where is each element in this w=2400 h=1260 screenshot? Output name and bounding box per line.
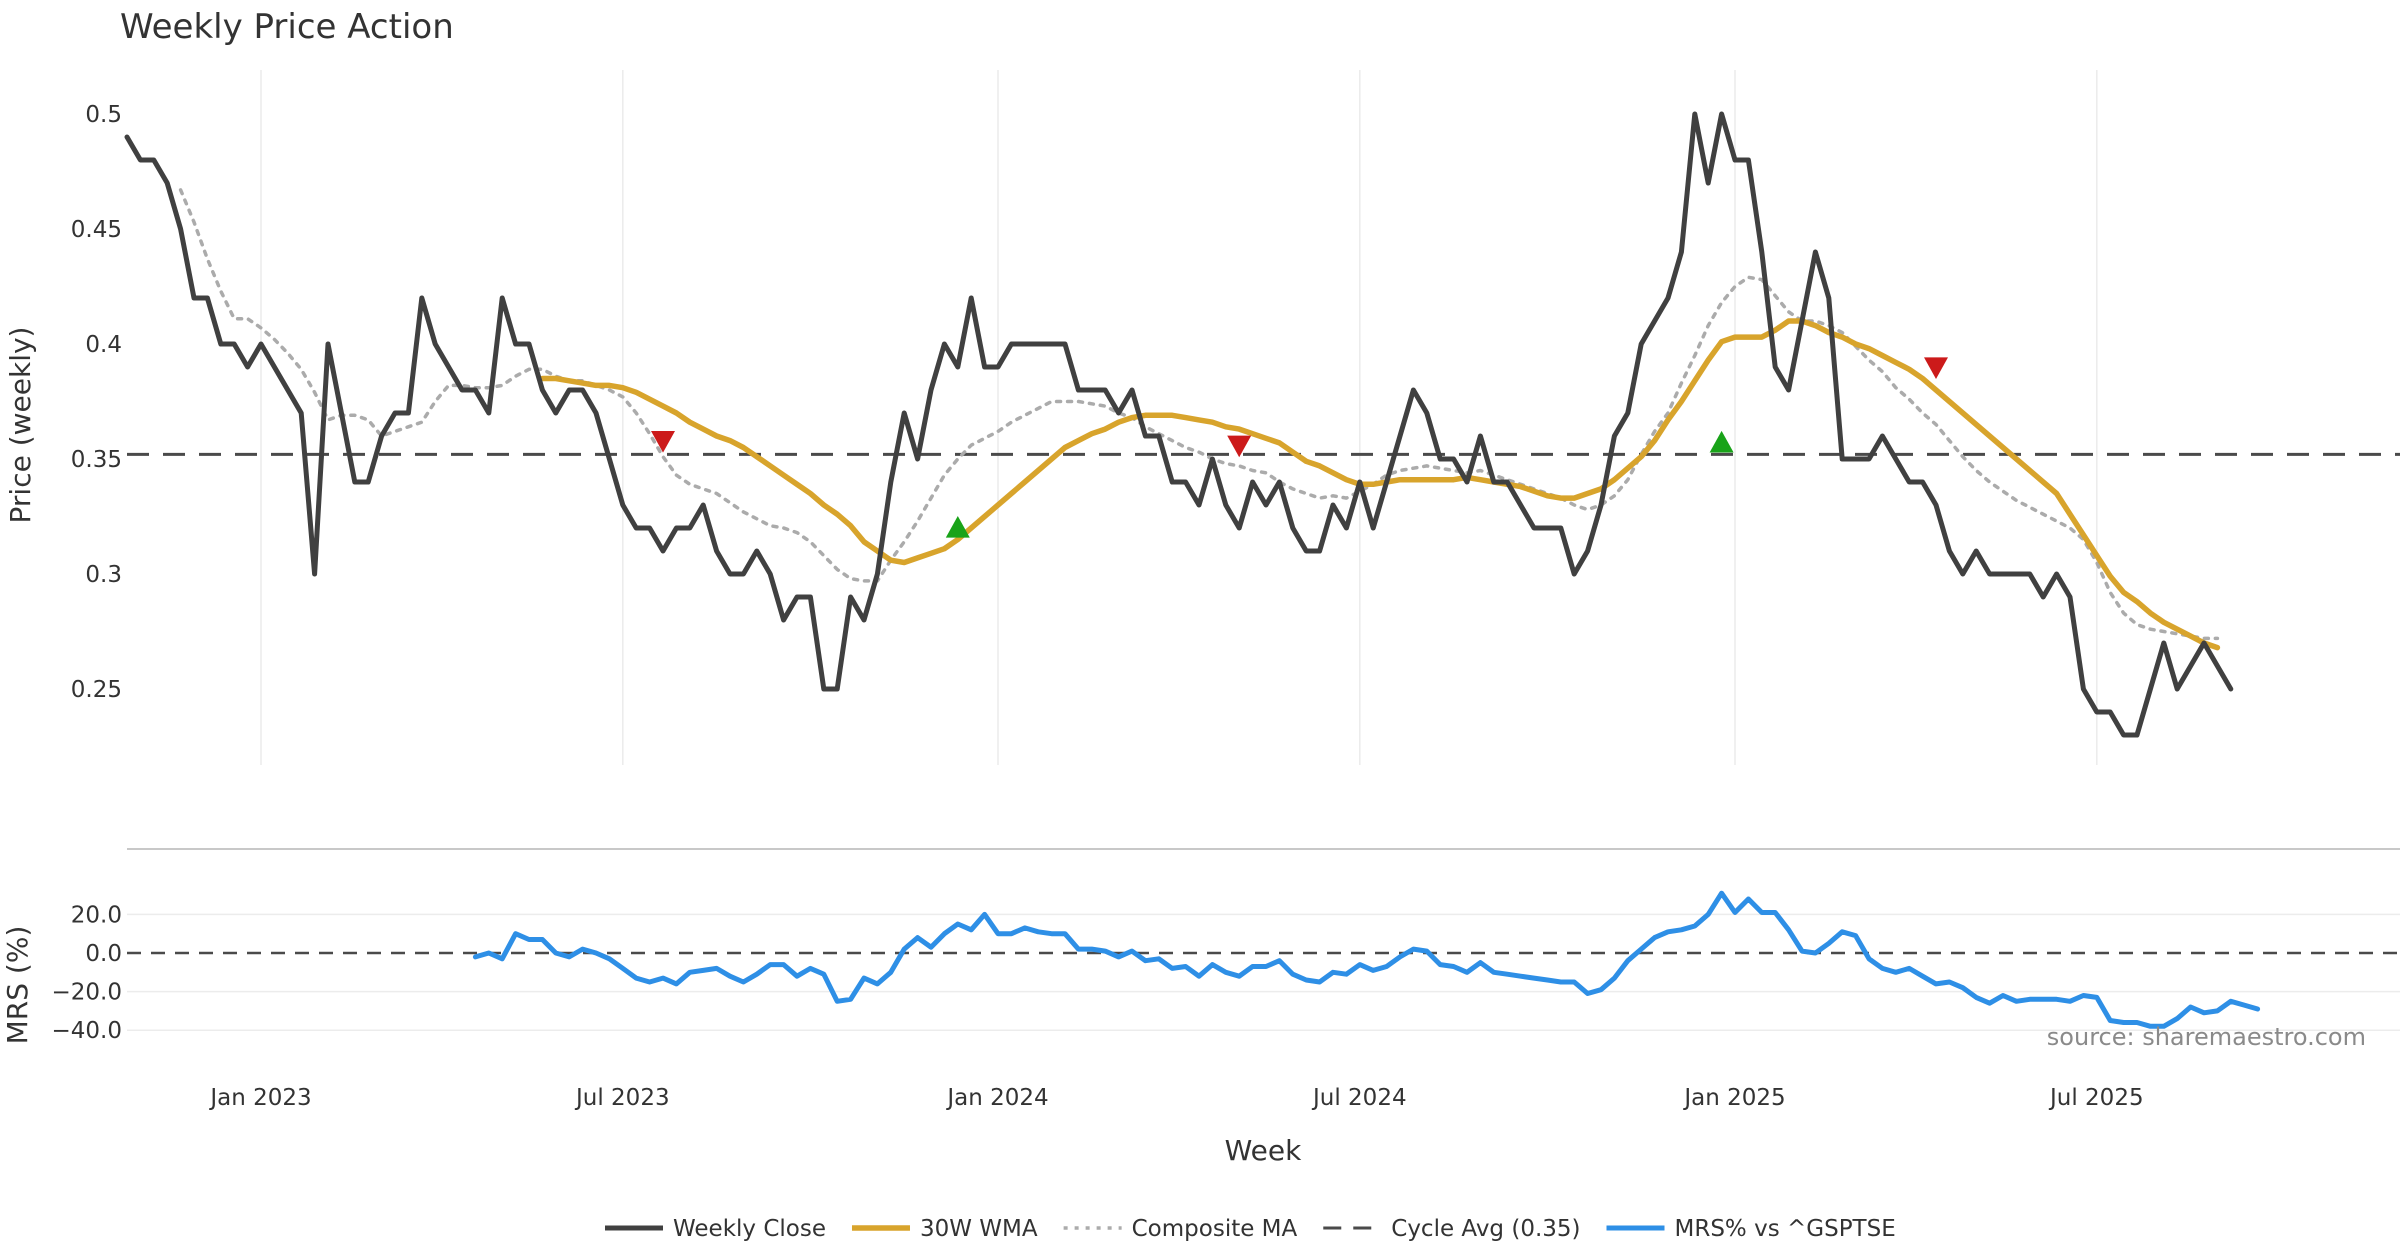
x-axis-label: Week bbox=[1225, 1134, 1302, 1167]
sell-signal-marker bbox=[1227, 435, 1252, 458]
sell-signal-marker bbox=[1924, 357, 1948, 379]
mrs-y-tick-label: −20.0 bbox=[52, 980, 122, 1006]
mrs-series-group bbox=[127, 890, 2400, 1029]
legend-label: MRS% vs ^GSPTSE bbox=[1675, 1216, 1896, 1242]
series-line-30w-wma bbox=[539, 318, 2221, 651]
mrs-y-ticks: −40.0 −20.0 0.0 20.0 bbox=[52, 902, 122, 1044]
price-y-tick-label: 0.35 bbox=[71, 447, 122, 473]
buy-signal-marker bbox=[945, 516, 970, 538]
x-tick-label: Jan 2023 bbox=[208, 1085, 311, 1111]
legend-label: Composite MA bbox=[1132, 1216, 1298, 1242]
price-y-tick-label: 0.25 bbox=[71, 677, 122, 703]
price-y-tick-label: 0.5 bbox=[85, 102, 122, 128]
price-grid bbox=[260, 70, 2098, 765]
legend-label: Cycle Avg (0.35) bbox=[1391, 1216, 1580, 1242]
x-tick-label: Jan 2025 bbox=[1682, 1085, 1785, 1111]
signal-markers bbox=[651, 357, 1948, 538]
price-series-group bbox=[124, 111, 2400, 738]
mrs-y-tick-label: −40.0 bbox=[52, 1018, 122, 1044]
sell-signal-marker bbox=[651, 431, 675, 453]
price-y-axis-label: Price (weekly) bbox=[4, 327, 37, 524]
mrs-y-tick-label: 20.0 bbox=[71, 902, 122, 928]
mrs-grid bbox=[127, 913, 2400, 1031]
mrs-y-tick-label: 0.0 bbox=[85, 941, 122, 967]
series-line-composite-ma bbox=[178, 188, 2220, 641]
legend-label: Weekly Close bbox=[673, 1216, 826, 1242]
source-annotation: source: sharemaestro.com bbox=[2047, 1023, 2366, 1051]
price-y-tick-label: 0.4 bbox=[85, 332, 122, 358]
x-tick-label: Jul 2025 bbox=[2048, 1085, 2144, 1111]
price-y-tick-label: 0.3 bbox=[85, 562, 122, 588]
x-tick-label: Jan 2024 bbox=[945, 1085, 1048, 1111]
price-y-ticks: 0.25 0.3 0.35 0.4 0.45 0.5 bbox=[71, 102, 122, 703]
x-tick-label: Jul 2023 bbox=[574, 1085, 670, 1111]
chart-title: Weekly Price Action bbox=[120, 7, 454, 47]
x-tick-label: Jul 2024 bbox=[1311, 1085, 1407, 1111]
mrs-y-axis-label: MRS (%) bbox=[1, 926, 34, 1045]
series-line-mrs bbox=[472, 890, 2261, 1029]
series-line-weekly-close bbox=[124, 111, 2234, 738]
price-y-tick-label: 0.45 bbox=[71, 217, 122, 243]
x-ticks: Jan 2023 Jul 2023 Jan 2024 Jul 2024 Jan 2025… bbox=[208, 1085, 2143, 1111]
legend-label: 30W WMA bbox=[920, 1216, 1038, 1242]
legend: Weekly Close 30W WMA Composite MA Cycle Avg… bbox=[605, 1216, 1896, 1242]
buy-signal-marker bbox=[1709, 430, 1734, 453]
